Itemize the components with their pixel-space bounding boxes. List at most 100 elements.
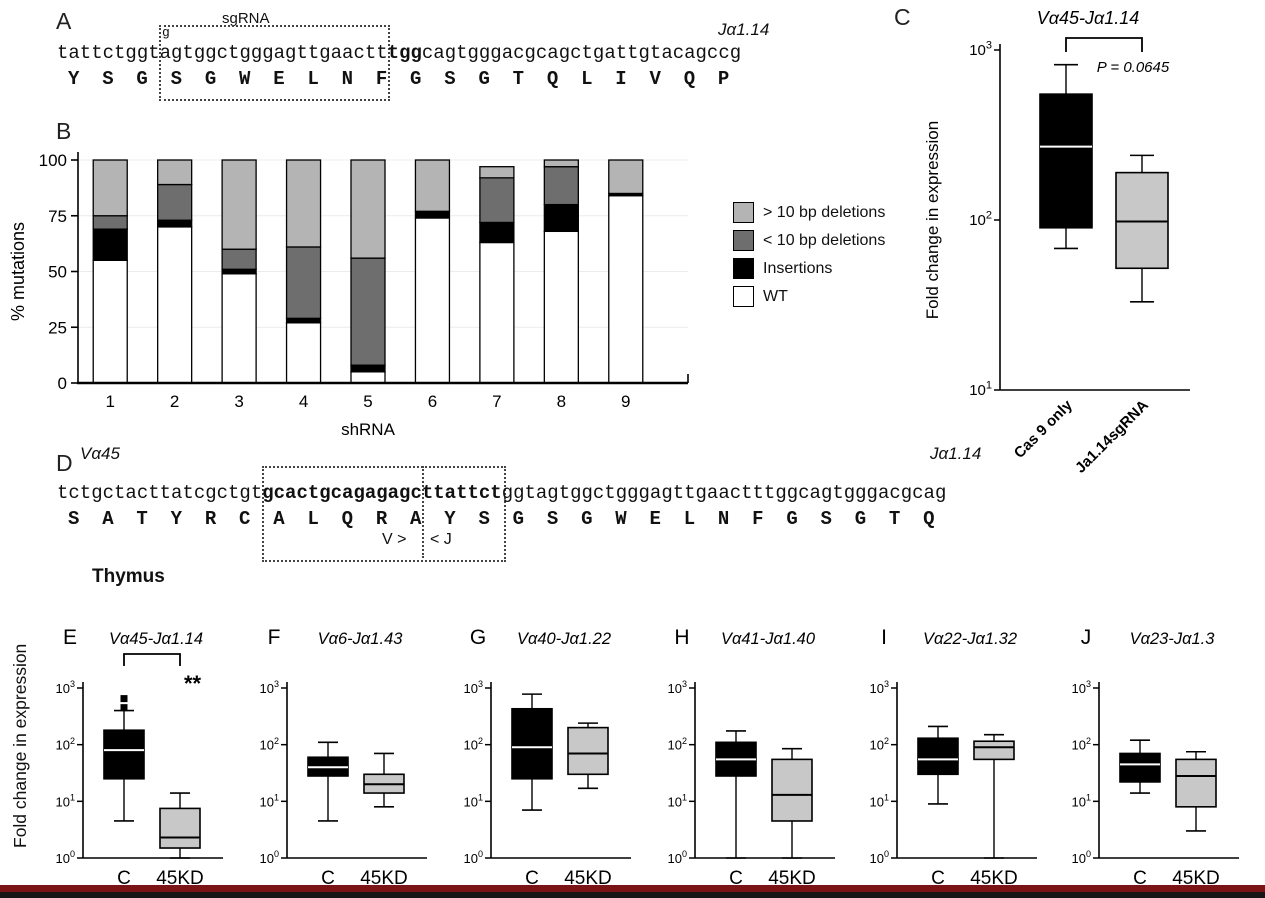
- box: [567, 726, 609, 776]
- bar-segment-wt: [543, 230, 579, 384]
- bar-segment--10-bp-deletions: [92, 215, 128, 230]
- tspan-shape: 2: [1086, 736, 1091, 746]
- tspan-shape: 2: [274, 736, 279, 746]
- tspan-shape: 10: [260, 738, 274, 753]
- bar-segment--10-bp-deletions: [350, 159, 386, 259]
- tspan-shape: 10: [668, 794, 682, 809]
- panel-d-j-gene-label: Jα1.14: [930, 444, 982, 463]
- bar-segment-insertions: [350, 364, 386, 373]
- legend-swatch: [733, 258, 754, 279]
- legend-item: Insertions: [733, 258, 885, 279]
- bar-segment-insertions: [221, 268, 257, 275]
- panel-letter: H: [674, 626, 689, 649]
- panel-a-letter: A: [56, 8, 72, 34]
- legend-label: WT: [763, 287, 788, 305]
- x-tick-label: 1: [105, 392, 114, 411]
- box: [1175, 758, 1217, 808]
- tspan-shape: 1: [70, 792, 75, 802]
- chart-title: Vα23-Jα1.3: [1130, 630, 1216, 648]
- bar-segment-insertions: [285, 317, 322, 324]
- y-tick-label: 103: [668, 679, 687, 696]
- panel-letter: E: [63, 626, 77, 649]
- x-tick-label: C: [931, 868, 945, 889]
- panel-d-v-gene-label: Vα45: [80, 444, 120, 463]
- x-tick-label: 45KD: [564, 868, 612, 889]
- y-tick-label: 102: [56, 736, 75, 753]
- panel-d-dna-sequence: tctgctacttatcgctgtgcactgcagagagcttattctg…: [57, 482, 946, 504]
- x-tick-label: 4: [299, 392, 308, 411]
- significance-bracket: [1065, 37, 1143, 52]
- bar-segment--10-bp-deletions: [221, 159, 257, 250]
- legend-item: > 10 bp deletions: [733, 202, 885, 223]
- box: [917, 737, 959, 776]
- box: [1119, 752, 1161, 783]
- tspan-shape: 10: [56, 738, 70, 753]
- x-tick-label: 45KD: [970, 868, 1018, 889]
- x-tick-label: C: [321, 868, 335, 889]
- legend-b: > 10 bp deletions < 10 bp deletions Insert…: [733, 202, 885, 314]
- legend-item: < 10 bp deletions: [733, 230, 885, 251]
- tspan-shape: 3: [1086, 679, 1091, 689]
- tspan-shape: 10: [870, 851, 884, 866]
- bar-segment-insertions: [479, 221, 515, 244]
- chart-title: Vα45-Jα1.14: [1037, 8, 1140, 28]
- box: [771, 758, 813, 822]
- bar-segment--10-bp-deletions: [414, 159, 451, 212]
- seq-d-pre: tctgctacttatcgctgt: [57, 482, 263, 504]
- panel-letter: J: [1081, 626, 1092, 649]
- tspan-shape: 1: [884, 792, 889, 802]
- tspan-shape: 10: [969, 212, 986, 229]
- tspan-shape: 10: [464, 851, 478, 866]
- tspan-shape: 3: [682, 679, 687, 689]
- y-tick-label: 102: [969, 209, 992, 229]
- bottom-black-bar: [0, 892, 1265, 898]
- j-gene-marker: < J: [430, 531, 452, 548]
- tspan-shape: 2: [70, 736, 75, 746]
- bar-segment--10-bp-deletions: [285, 159, 322, 248]
- x-tick-label: 7: [492, 392, 501, 411]
- bar-segment-insertions: [414, 210, 451, 219]
- tspan-shape: 10: [260, 794, 274, 809]
- bar-segment--10-bp-deletions: [285, 246, 322, 319]
- tspan-shape: 10: [870, 794, 884, 809]
- x-tick-label: 45KD: [360, 868, 408, 889]
- seq-a-pam: tgg: [387, 42, 422, 64]
- tspan-shape: 3: [274, 679, 279, 689]
- chart-title: Vα45-Jα1.14: [109, 630, 203, 648]
- y-tick-label: 101: [668, 792, 687, 809]
- significance-bracket: [123, 653, 181, 666]
- y-tick-label: 103: [260, 679, 279, 696]
- x-tick-label: Cas 9 only: [1011, 396, 1077, 462]
- box: [1115, 171, 1169, 270]
- tspan-shape: 1: [986, 379, 992, 391]
- tspan-shape: 10: [1072, 738, 1086, 753]
- x-tick-label: 6: [428, 392, 437, 411]
- bar-segment-wt: [608, 195, 644, 384]
- panel-a-gene-label: Jα1.14: [718, 20, 770, 39]
- y-tick-label: 100: [56, 849, 75, 866]
- seq-a-pre: tattctggt: [57, 42, 160, 64]
- tspan-shape: 1: [682, 792, 687, 802]
- tspan-shape: 1: [478, 792, 483, 802]
- tspan-shape: 10: [1072, 794, 1086, 809]
- panel-a-dna-sequence: tattctggtagtggctgggagttgaactttggcagtggga…: [57, 42, 741, 64]
- legend-label: > 10 bp deletions: [763, 203, 886, 221]
- y-tick-label: 25: [48, 318, 67, 337]
- y-tick-label: 0: [58, 374, 67, 393]
- x-tick-label: 8: [557, 392, 566, 411]
- y-tick-label: 103: [56, 679, 75, 696]
- x-tick-label: C: [1133, 868, 1147, 889]
- tspan-shape: 0: [70, 849, 75, 859]
- y-tick-label: 103: [1072, 679, 1091, 696]
- panel-d-protein-sequence: S A T Y R C A L Q R A Y S G S G W E L N …: [68, 508, 935, 530]
- bar-segment-wt: [414, 217, 451, 384]
- tspan-shape: 10: [870, 681, 884, 696]
- tspan-shape: 10: [260, 681, 274, 696]
- panel-a-protein-sequence: Y S G S G W E L N F G S G T Q L I V Q P: [68, 68, 730, 90]
- tspan-shape: 10: [56, 851, 70, 866]
